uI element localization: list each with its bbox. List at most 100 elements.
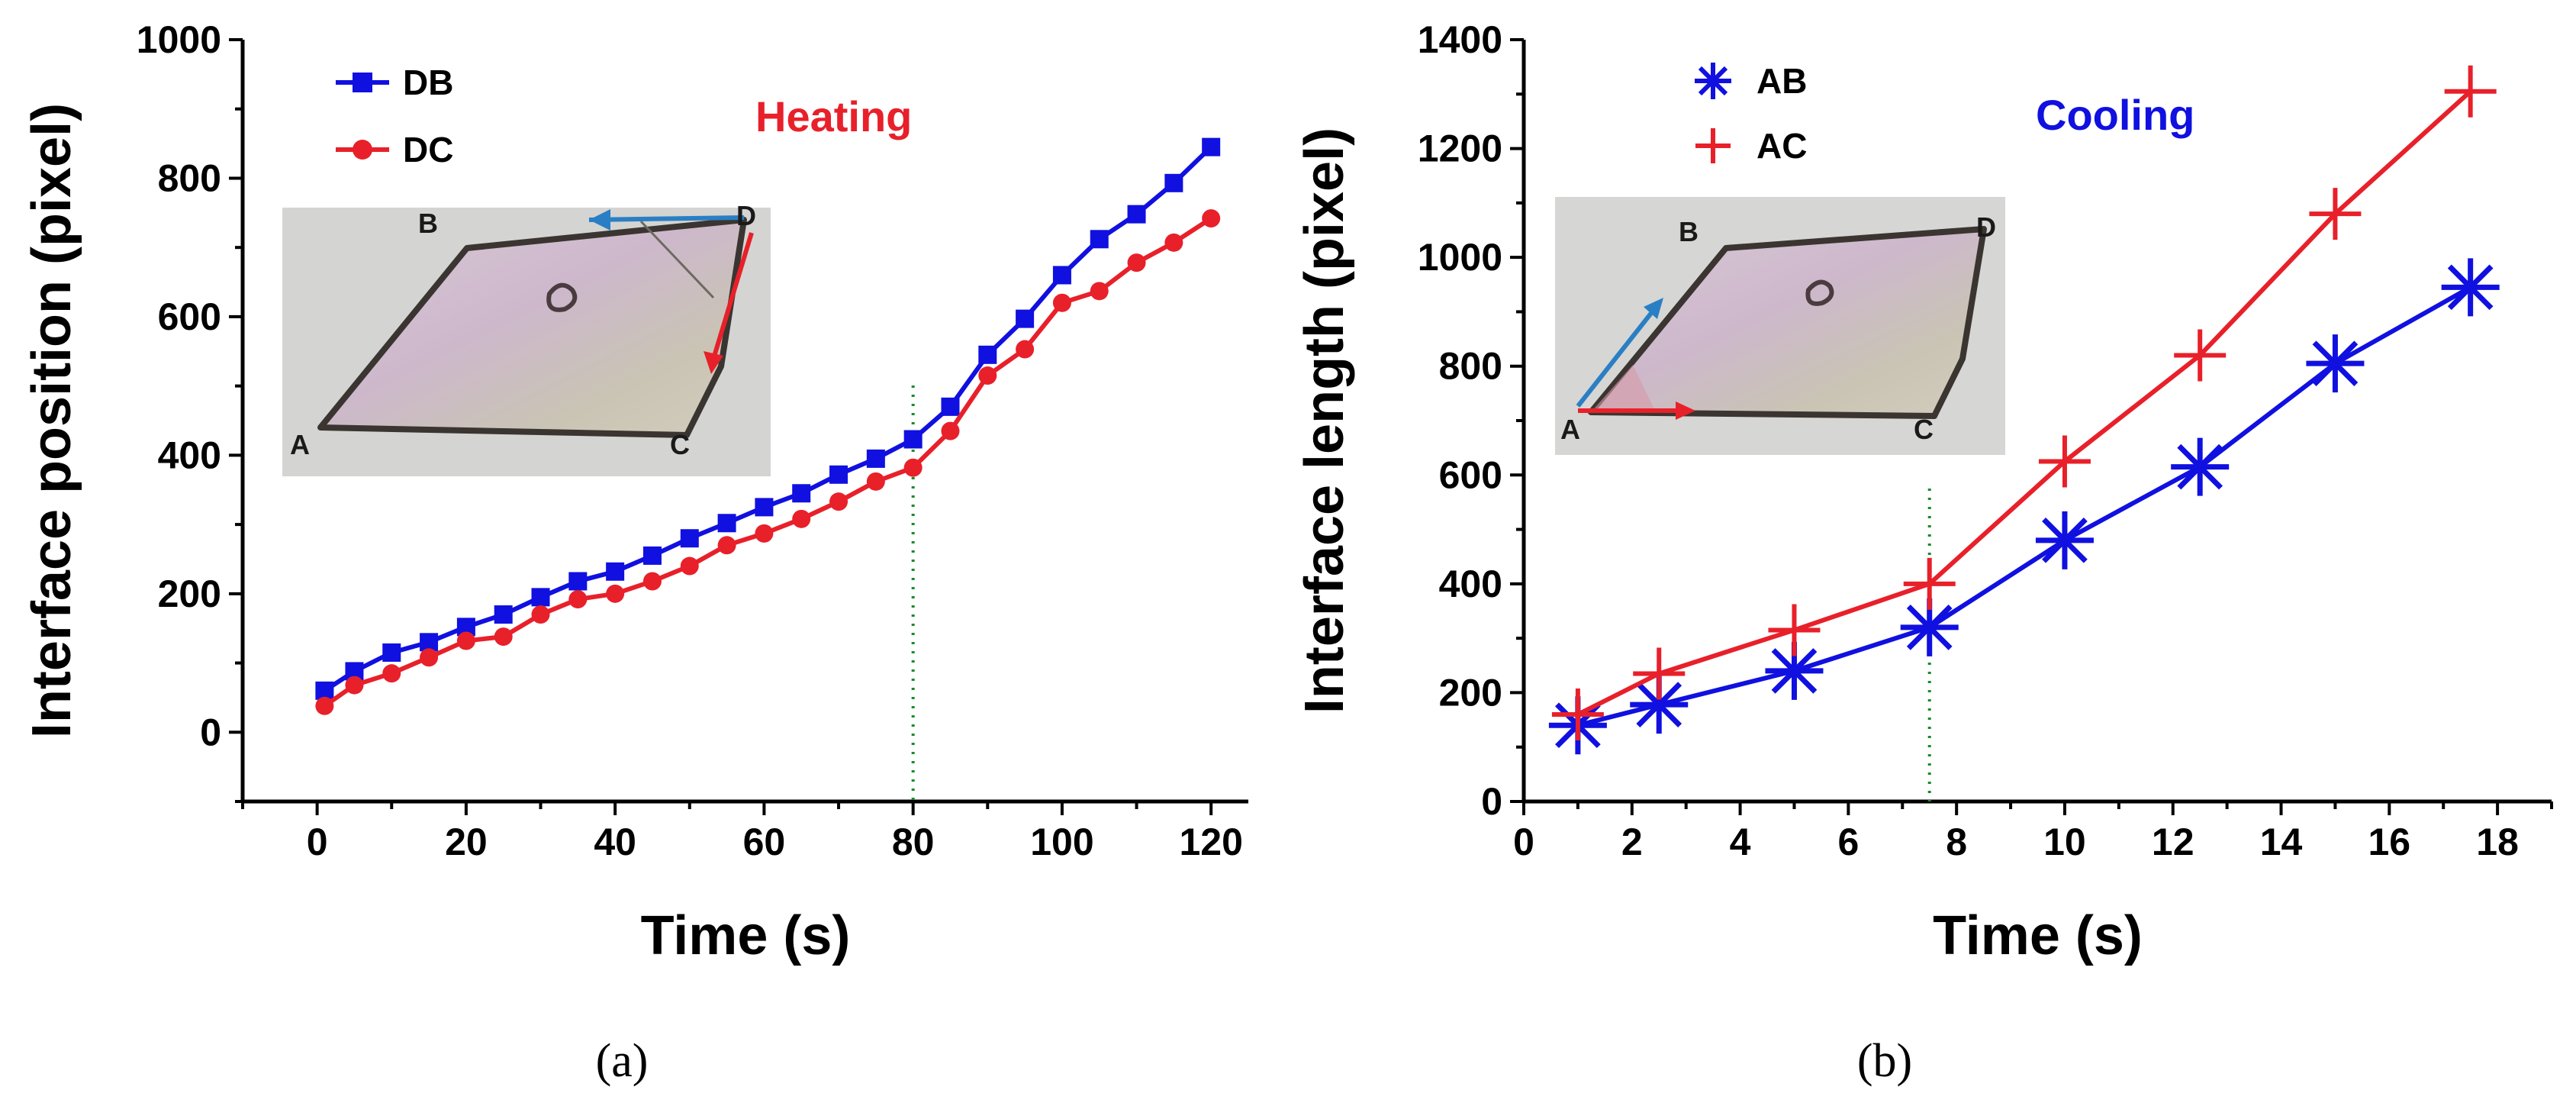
panel-b-x-tick-label: 10 [2043,821,2086,863]
panel-b-x-tick-label: 4 [1730,821,1751,863]
series-db-point [1016,309,1035,328]
series-db-point [494,605,513,624]
panel-a-y-tick-label: 800 [158,156,221,199]
panel-a-plot-area: 0 20 40 60 80 100 120 0 200 400 600 800 1000 Time (s)… [21,18,1248,966]
panel-a-y-axis-title: Interface position (pixel) [21,103,82,738]
series-dc-point [903,458,923,477]
panel-b-x-tick-label: 0 [1513,821,1534,863]
series-db-point [382,643,401,662]
panel-b-y-tick-label: 800 [1439,345,1502,388]
series-ac-point [2444,65,2497,118]
series-dc-point [717,536,736,555]
series-db-point [642,546,662,565]
inset-a-label-b: B [418,208,438,239]
series-dc-point [1127,253,1146,273]
series-db-point [1164,173,1183,192]
inset-a-label-a: A [290,429,310,460]
series-db-point [1127,205,1146,224]
panel-a-y-tick-label: 600 [158,295,221,338]
series-db-point [531,588,550,607]
panel-b-plot-area: 0 2 4 6 8 10 12 14 16 18 0 200 400 600 800 1000 1200 1400… [1294,18,2553,966]
series-dc-point [456,631,475,650]
series-dc-point [531,605,550,624]
series-ac-line [1576,89,2472,717]
series-db-point [792,484,811,503]
series-ac-point [1903,557,1956,610]
series-ac-point [1551,688,1604,740]
panel-b-x-tick-label: 6 [1837,821,1859,863]
panel-b-x-tick-label: 12 [2152,821,2194,863]
series-db-point [866,449,885,468]
panel-a-x-tick-label: 40 [594,821,636,863]
series-dc-point [1052,293,1071,312]
panel-a-x-axis-title: Time (s) [641,905,851,966]
panel-b-x-tick-label: 8 [1946,821,1967,863]
panel-a-y-tick-label: 0 [200,711,221,753]
panel-a-annotation: Heating [755,92,912,140]
panel-b-inset-image: A B C D [1555,197,2005,455]
legend-db-label: DB [403,63,453,102]
series-ac-point [2174,329,2227,382]
series-db-point [829,465,848,484]
series-db-point [903,430,923,449]
series-ab-point [2441,258,2500,317]
series-dc-point [1164,233,1183,252]
series-dc-point [568,590,588,609]
panel-b-x-tick-label: 16 [2368,821,2411,863]
panel-a-x-tick-label: 20 [445,821,488,863]
panel-b: 0 2 4 6 8 10 12 14 16 18 0 200 400 600 800 1000 1200 1400… [1294,18,2553,1087]
series-ac-point [1768,604,1821,656]
series-db-point [606,562,625,581]
series-dc-point [1090,282,1109,301]
inset-a-label-d: D [736,200,756,231]
inset-b-label-b: B [1679,216,1699,247]
series-dc-point [420,648,439,667]
series-db-point [755,498,774,517]
panel-b-y-tick-label: 1400 [1418,18,1502,61]
panel-b-x-tick-label: 2 [1621,821,1643,863]
series-ac-point [1633,647,1686,700]
series-ac-point [2309,188,2362,240]
panel-b-x-tick-label: 14 [2260,821,2303,863]
series-ab-point [2171,437,2230,496]
series-dc-point [606,584,625,603]
panel-b-y-tick-label: 1200 [1418,127,1502,170]
panel-b-y-tick-label: 0 [1481,780,1502,823]
panel-b-x-tick-label: 18 [2476,821,2519,863]
legend-dc-marker [353,140,372,160]
panel-b-y-tick-label: 200 [1439,671,1502,714]
panel-b-y-axis-title: Interface length (pixel) [1294,127,1355,714]
panel-a-y-tick-label: 400 [158,434,221,476]
series-dc-point [1016,340,1035,359]
panel-b-annotation: Cooling [2036,91,2194,139]
panel-b-legend: AB AC [1695,61,1807,166]
panel-a-y-tick-label: 200 [158,572,221,615]
panel-a-x-tick-label: 80 [892,821,935,863]
series-ab-point [2035,511,2094,569]
panel-a-legend: DB DC [336,63,453,169]
series-dc-point [345,676,364,695]
series-dc-point [642,572,662,591]
panel-a-y-tick-label: 1000 [137,18,221,61]
legend-ab-label: AB [1757,61,1807,101]
panel-b-x-axis-title: Time (s) [1933,905,2143,966]
panel-b-y-tick-label: 400 [1439,563,1502,605]
series-dc-point [792,509,811,528]
panel-a-x-tick-label: 0 [307,821,328,863]
inset-b-label-c: C [1914,414,1934,445]
legend-ab-marker [1695,63,1731,99]
series-dc-point [941,421,960,440]
series-db-point [1090,230,1109,249]
series-db-point [680,529,699,548]
series-dc-point [494,627,513,647]
series-dc-point [1202,209,1221,228]
panel-b-label: (b) [1857,1035,1912,1087]
series-ab-line [1577,285,2472,728]
series-dc-point [315,696,334,715]
inset-a-label-c: C [670,429,690,460]
series-db-point [978,345,997,364]
series-dc-point [755,524,774,543]
legend-dc-label: DC [403,130,453,169]
inset-b-label-a: A [1560,414,1580,445]
